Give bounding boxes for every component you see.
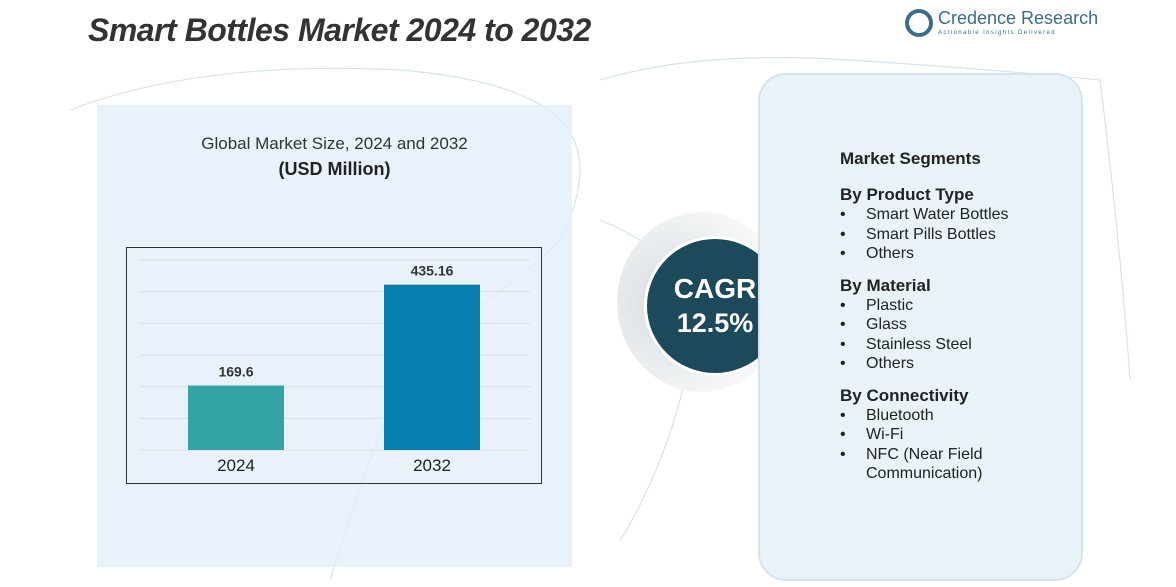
cagr-value: 12.5%	[676, 308, 754, 338]
x-tick-label: 2032	[413, 456, 451, 475]
bar	[384, 284, 480, 450]
plot-frame	[126, 247, 542, 484]
x-tick-label: 2024	[217, 456, 255, 475]
logo-icon	[905, 8, 933, 37]
segment-item: Smart Pills Bottles	[840, 225, 1025, 245]
chart-panel	[97, 105, 572, 567]
segment-item: Plastic	[840, 296, 1025, 316]
logo-text-block: Credence Research Actionable Insights De…	[938, 8, 1098, 37]
segment-item: Wi-Fi	[840, 425, 1025, 445]
chart-subtitle: (USD Million)	[278, 159, 391, 179]
segment-list: Smart Water BottlesSmart Pills BottlesOt…	[840, 205, 1025, 264]
segment-item: Smart Water Bottles	[840, 205, 1025, 225]
logo: Credence Research Actionable Insights De…	[905, 8, 1098, 37]
cagr-label: CAGR	[673, 273, 757, 304]
segment-item: NFC (Near Field Communication)	[840, 445, 1025, 484]
logo-tagline: Actionable Insights Delivered	[938, 30, 1056, 36]
page-title: Smart Bottles Market 2024 to 2032	[88, 12, 591, 48]
segment-group-title: By Product Type	[840, 185, 974, 204]
data-label: 169.6	[218, 364, 253, 380]
data-label: 435.16	[411, 263, 454, 279]
logo-name: Credence Research	[938, 8, 1099, 28]
segment-group-title: By Material	[840, 275, 931, 295]
market-segments: Market Segments By Product TypeSmart Wat…	[840, 148, 1025, 496]
segment-group-title: By Connectivity	[840, 385, 969, 405]
segment-item: Glass	[840, 315, 1025, 335]
segment-item: Others	[840, 354, 1025, 374]
chart-title: Global Market Size, 2024 and 2032	[201, 134, 468, 153]
bar	[188, 385, 284, 450]
segment-list: BluetoothWi-FiNFC (Near Field Communicat…	[840, 406, 1025, 484]
segment-list: PlasticGlassStainless SteelOthers	[840, 296, 1025, 374]
segment-item: Others	[840, 244, 1025, 264]
segment-item: Stainless Steel	[840, 335, 1025, 355]
segments-heading: Market Segments	[840, 149, 981, 168]
segment-item: Bluetooth	[840, 406, 1025, 426]
